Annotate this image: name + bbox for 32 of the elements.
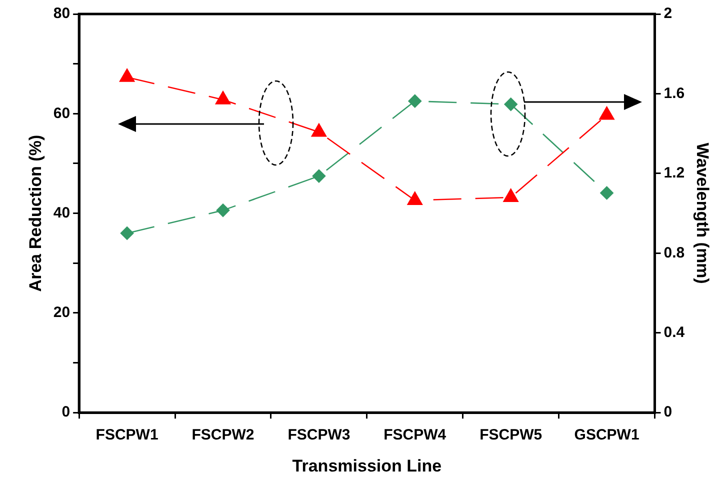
point <box>312 169 326 183</box>
point <box>599 106 614 120</box>
y-axis-title: Area Reduction (%) <box>26 134 45 292</box>
point <box>407 192 422 205</box>
x-tick-label: FSCPW4 <box>384 426 447 444</box>
x-tick-label: GSCPW1 <box>574 426 640 444</box>
point <box>311 123 327 137</box>
point <box>504 98 518 111</box>
point <box>120 226 134 240</box>
x-tick-label: FSCPW1 <box>96 426 158 444</box>
y-tick-label: 40 <box>53 204 70 222</box>
point <box>408 94 422 108</box>
point <box>215 91 231 104</box>
point <box>216 204 230 217</box>
x-tick-label: FSCPW5 <box>480 426 542 444</box>
point <box>503 188 518 202</box>
y2-axis-title: Wavelength (mm) <box>693 142 712 284</box>
y-tick-label: 20 <box>53 304 70 322</box>
y-tick-label: 0 <box>62 404 70 421</box>
point <box>119 68 135 82</box>
y2-tick-label: 2 <box>664 5 672 22</box>
y-tick-label: 80 <box>53 5 70 22</box>
point <box>600 186 614 200</box>
x-axis-title: Transmission Line <box>292 456 442 476</box>
x-tick-label: FSCPW2 <box>192 426 254 444</box>
x-tick-label: FSCPW3 <box>288 426 350 444</box>
y2-tick-label: 0.8 <box>664 244 685 262</box>
y2-tick-label: 1.2 <box>664 164 685 182</box>
y2-tick-label: 1.6 <box>664 84 685 102</box>
y2-tick-label: 0.4 <box>664 324 686 342</box>
y2-tick-label: 0 <box>664 404 672 421</box>
y-tick-label: 60 <box>53 104 70 122</box>
